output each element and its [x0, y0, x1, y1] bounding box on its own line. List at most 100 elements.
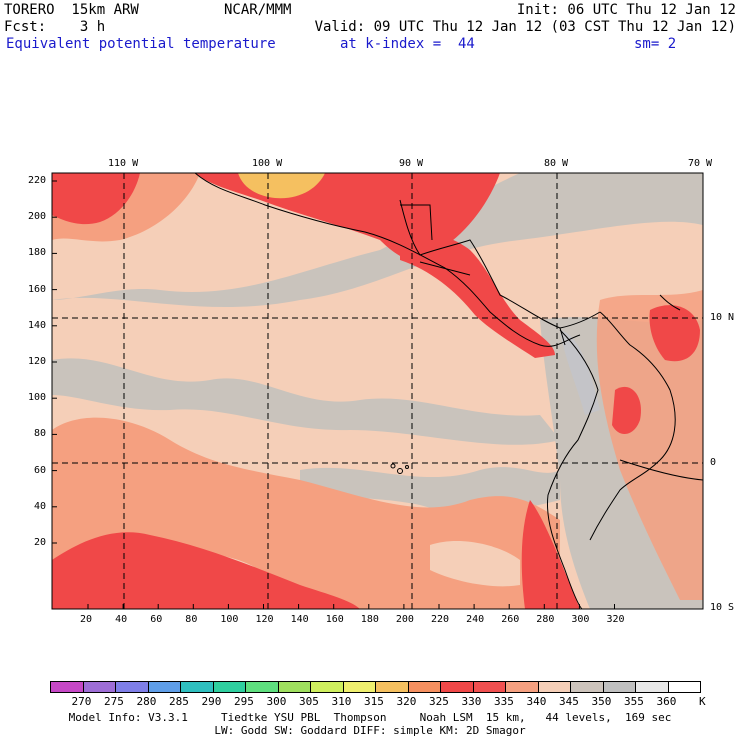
- border-venezuela: [659, 294, 681, 311]
- red-region-pacific-south: [52, 532, 360, 609]
- y-tick-label: 60: [33, 464, 46, 476]
- colorbar-swatch: [277, 681, 311, 693]
- x-tick-label: 160: [325, 614, 344, 625]
- x-tick-label: 200: [395, 614, 414, 625]
- x-tick-label: 180: [360, 614, 379, 625]
- x-tick-label: 320: [606, 614, 625, 625]
- forecast-hour: Fcst: 3 h: [4, 19, 106, 35]
- level-info: at k-index = 44: [340, 36, 475, 52]
- colorbar-label: 315: [364, 695, 384, 708]
- field-name: Equivalent potential temperature: [6, 36, 276, 52]
- colorbar-label: 345: [559, 695, 579, 708]
- colorbar-label: 275: [104, 695, 124, 708]
- red-region-colombia: [612, 386, 641, 435]
- x-tick-label: 60: [150, 614, 163, 625]
- y-tick-label: 220: [27, 175, 46, 186]
- plot-frame: [51, 172, 704, 610]
- colorbar-label: 360: [656, 695, 677, 708]
- coastline-caribbean: [399, 199, 601, 329]
- colorbar-label: 295: [234, 695, 254, 708]
- x-tick-label: 40: [115, 614, 128, 625]
- colorbar-swatch: [212, 681, 246, 693]
- y-tick-label: 20: [33, 537, 46, 548]
- colorbar-swatch: [440, 681, 474, 693]
- gray-region-coast: [560, 330, 600, 415]
- y-tick-label: 200: [27, 211, 46, 223]
- x-tick-label: 120: [255, 614, 274, 625]
- colorbar-swatch: [635, 681, 669, 693]
- orange-region-mexico: [238, 173, 325, 199]
- border-panama: [559, 327, 566, 346]
- red-region-central-america: [400, 234, 555, 358]
- coastline-mexico-central-america: [194, 173, 581, 347]
- colorbar-swatch: [667, 681, 701, 693]
- colorbar-swatch: [245, 681, 279, 693]
- colorbar-label: 305: [299, 695, 319, 708]
- lon-label: 90 W: [399, 158, 424, 169]
- red-region-peru: [521, 500, 580, 609]
- x-tick-label: 140: [290, 614, 309, 625]
- lon-label: 100 W: [252, 158, 283, 169]
- peach-region-south: [430, 540, 520, 587]
- colorbar-swatch: [310, 681, 344, 693]
- x-tick-label: 100: [220, 614, 239, 625]
- colorbar-swatch: [570, 681, 604, 693]
- colorbar-label: 330: [461, 695, 482, 708]
- colorbar-swatch: [180, 681, 214, 693]
- colorbar-label: 325: [429, 695, 449, 708]
- model-name: TORERO 15km ARW: [4, 2, 139, 18]
- coastline-south-america: [546, 329, 599, 609]
- x-tick-label: 240: [466, 614, 485, 625]
- lat-label: 10 S: [710, 602, 735, 613]
- lon-label: 70 W: [688, 158, 713, 169]
- galapagos-island-2: [397, 468, 403, 474]
- colorbar-label: 280: [136, 695, 157, 708]
- colorbar-swatch: [115, 681, 149, 693]
- model-info-line1: Model Info: V3.3.1 Tiedtke YSU PBL Thomp…: [68, 711, 672, 724]
- red-region-nw-corner: [52, 173, 140, 225]
- border-central-1: [400, 204, 433, 241]
- red-region-venezuela: [649, 305, 700, 362]
- colorbar-label: 335: [494, 695, 514, 708]
- colorbar-swatch: [50, 681, 84, 693]
- salmon-region-andes: [596, 290, 703, 600]
- colorbar-label: 310: [331, 695, 352, 708]
- x-tick-label: 300: [571, 614, 590, 625]
- colorbar-swatch: [472, 681, 506, 693]
- colorbar-label: 340: [526, 695, 547, 708]
- x-tick-label: 20: [80, 614, 93, 625]
- y-tick-label: 160: [27, 283, 46, 295]
- colorbar-label: 300: [266, 695, 287, 708]
- x-tick-label: 260: [501, 614, 520, 625]
- y-tick-label: 100: [27, 392, 46, 404]
- colorbar-swatch: [505, 681, 539, 693]
- colorbar-swatch: [147, 681, 181, 693]
- init-time: Init: 06 UTC Thu 12 Jan 12: [516, 2, 736, 18]
- smoothing-info: sm= 2: [634, 36, 677, 52]
- model-info-line2: LW: Godd SW: Goddard DIFF: simple KM: 2D…: [214, 724, 526, 737]
- colorbar-label: 355: [624, 695, 644, 708]
- border-andes: [589, 311, 676, 541]
- colorbar-swatch: [407, 681, 441, 693]
- galapagos-island-3: [405, 465, 409, 469]
- lat-label: 10 N: [710, 312, 735, 323]
- colorbar-label: 285: [169, 695, 189, 708]
- gray-region-central: [52, 358, 560, 445]
- lat-label: 0: [710, 457, 717, 468]
- colorbar-unit: K: [699, 695, 706, 708]
- colorbar-swatch: [82, 681, 116, 693]
- y-tick-label: 140: [27, 319, 46, 331]
- y-tick-label: 180: [27, 247, 46, 259]
- border-east: [619, 459, 703, 481]
- colorbar-label: 350: [591, 695, 612, 708]
- x-tick-label: 280: [536, 614, 555, 625]
- x-tick-label: 80: [185, 614, 198, 625]
- valid-time: Valid: 09 UTC Thu 12 Jan 12 (03 CST Thu …: [314, 19, 736, 35]
- galapagos-island-1: [390, 463, 396, 469]
- colorbar-swatch: [342, 681, 376, 693]
- colorbar-label: 290: [201, 695, 222, 708]
- colorbar-label: 270: [71, 695, 92, 708]
- y-tick-label: 40: [33, 500, 46, 512]
- border-central-2: [419, 261, 471, 276]
